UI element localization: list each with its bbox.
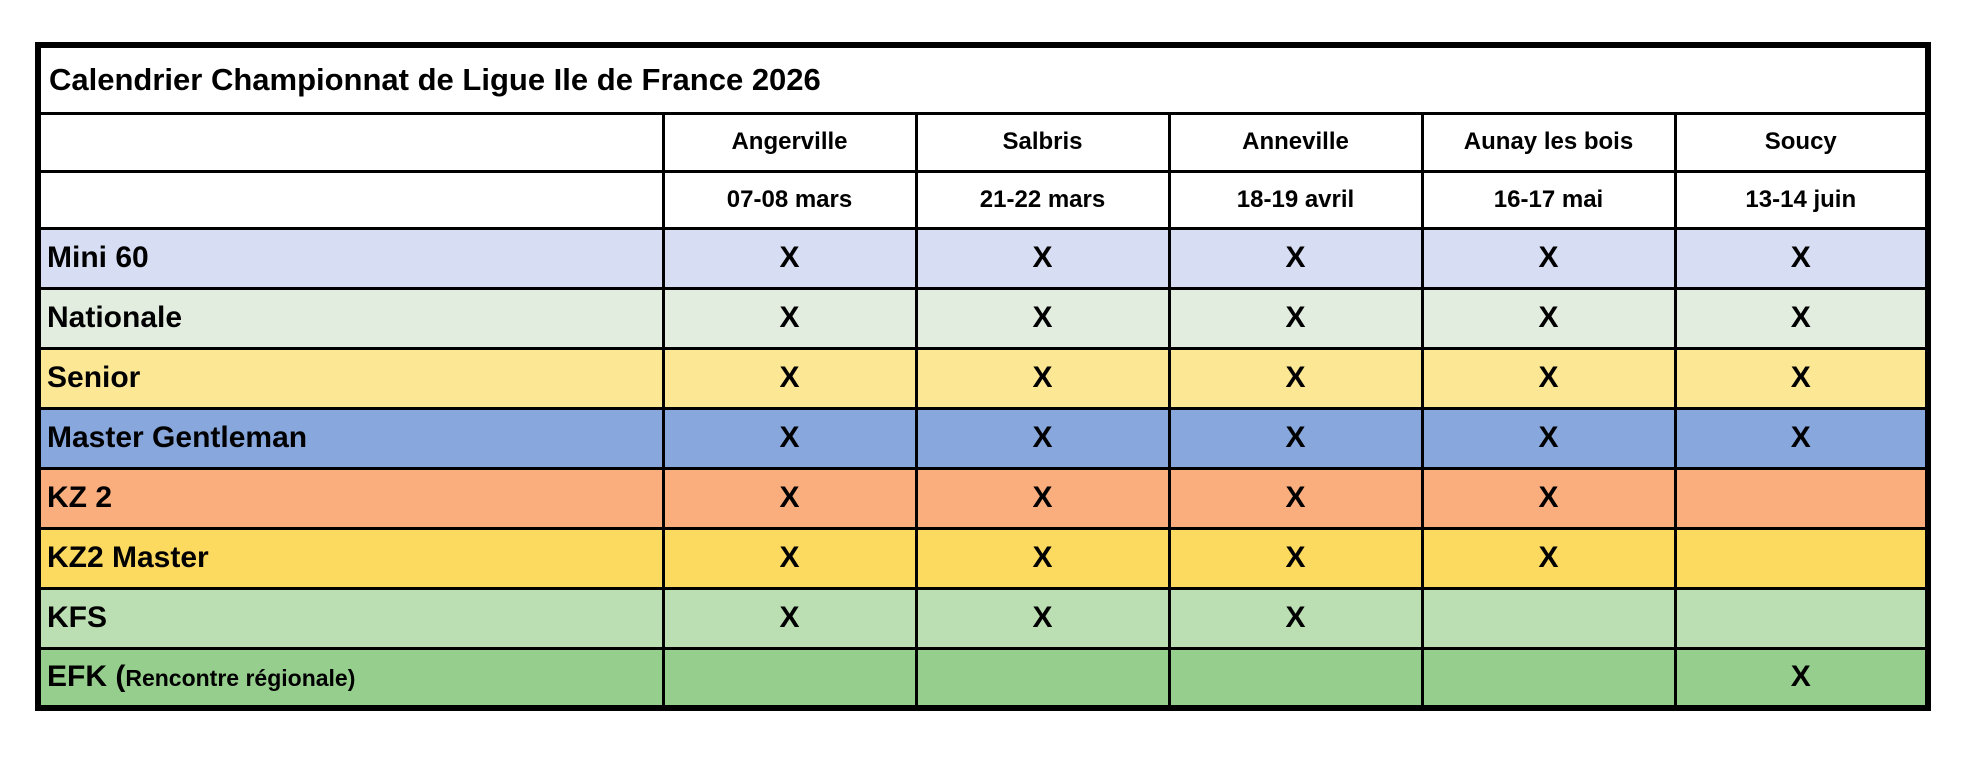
category-row-kz2-master: KZ2 Master X X X X — [36, 526, 1930, 590]
category-row-mini60: Mini 60 X X X X X — [36, 226, 1930, 290]
category-row-kz2: KZ 2 X X X X — [36, 466, 1930, 530]
table-title: Calendrier Championnat de Ligue Ile de F… — [36, 43, 1930, 115]
mark-cell: X — [1673, 646, 1930, 710]
category-row-efk: EFK (Rencontre régionale) X — [36, 646, 1930, 710]
mark-cell: X — [914, 406, 1171, 470]
mark-cell: X — [914, 526, 1171, 590]
mark-cell — [661, 646, 918, 710]
mark-cell: X — [661, 586, 918, 650]
mark-cell: X — [661, 406, 918, 470]
mark-cell: X — [1673, 346, 1930, 410]
date-header: 21-22 mars — [914, 169, 1171, 230]
category-row-kfs: KFS X X X — [36, 586, 1930, 650]
mark-cell: X — [1673, 406, 1930, 470]
mark-cell: X — [1420, 526, 1677, 590]
mark-cell: X — [1673, 286, 1930, 350]
category-label: Senior — [36, 346, 665, 410]
venue-header: Salbris — [914, 111, 1171, 173]
mark-cell — [1420, 646, 1677, 710]
mark-cell: X — [1673, 226, 1930, 290]
mark-cell: X — [1167, 286, 1424, 350]
mark-cell: X — [661, 526, 918, 590]
mark-cell: X — [1420, 466, 1677, 530]
date-header-row: 07-08 mars 21-22 mars 18-19 avril 16-17 … — [36, 169, 1930, 230]
mark-cell — [1673, 466, 1930, 530]
category-label: EFK (Rencontre régionale) — [36, 646, 665, 710]
mark-cell: X — [1167, 586, 1424, 650]
date-header: 18-19 avril — [1167, 169, 1424, 230]
mark-cell — [1673, 586, 1930, 650]
mark-cell — [1167, 646, 1424, 710]
category-label: Mini 60 — [36, 226, 665, 290]
mark-cell: X — [914, 586, 1171, 650]
mark-cell: X — [1167, 466, 1424, 530]
venue-header: Angerville — [661, 111, 918, 173]
mark-cell: X — [1420, 346, 1677, 410]
date-header: 16-17 mai — [1420, 169, 1677, 230]
mark-cell: X — [1167, 346, 1424, 410]
mark-cell: X — [661, 466, 918, 530]
mark-cell: X — [914, 466, 1171, 530]
mark-cell — [1420, 586, 1677, 650]
category-label: KZ2 Master — [36, 526, 665, 590]
championship-calendar-table: Calendrier Championnat de Ligue Ile de F… — [35, 42, 1932, 711]
mark-cell: X — [914, 286, 1171, 350]
mark-cell: X — [1420, 226, 1677, 290]
mark-cell: X — [661, 286, 918, 350]
mark-cell: X — [1167, 526, 1424, 590]
category-label: KZ 2 — [36, 466, 665, 530]
mark-cell: X — [661, 226, 918, 290]
corner-cell-venue — [36, 111, 665, 173]
category-label: Nationale — [36, 286, 665, 350]
mark-cell: X — [661, 346, 918, 410]
title-row: Calendrier Championnat de Ligue Ile de F… — [36, 43, 1930, 115]
category-label: Master Gentleman — [36, 406, 665, 470]
mark-cell: X — [914, 226, 1171, 290]
mark-cell — [1673, 526, 1930, 590]
date-header: 07-08 mars — [661, 169, 918, 230]
category-row-senior: Senior X X X X X — [36, 346, 1930, 410]
date-header: 13-14 juin — [1673, 169, 1930, 230]
mark-cell: X — [1420, 406, 1677, 470]
venue-header: Soucy — [1673, 111, 1930, 173]
venue-header: Aunay les bois — [1420, 111, 1677, 173]
category-label: KFS — [36, 586, 665, 650]
venue-header-row: Angerville Salbris Anneville Aunay les b… — [36, 111, 1930, 173]
venue-header: Anneville — [1167, 111, 1424, 173]
mark-cell: X — [1420, 286, 1677, 350]
category-row-nationale: Nationale X X X X X — [36, 286, 1930, 350]
mark-cell: X — [1167, 406, 1424, 470]
mark-cell — [914, 646, 1171, 710]
mark-cell: X — [914, 346, 1171, 410]
mark-cell: X — [1167, 226, 1424, 290]
corner-cell-date — [36, 169, 665, 230]
category-row-master-gentleman: Master Gentleman X X X X X — [36, 406, 1930, 470]
